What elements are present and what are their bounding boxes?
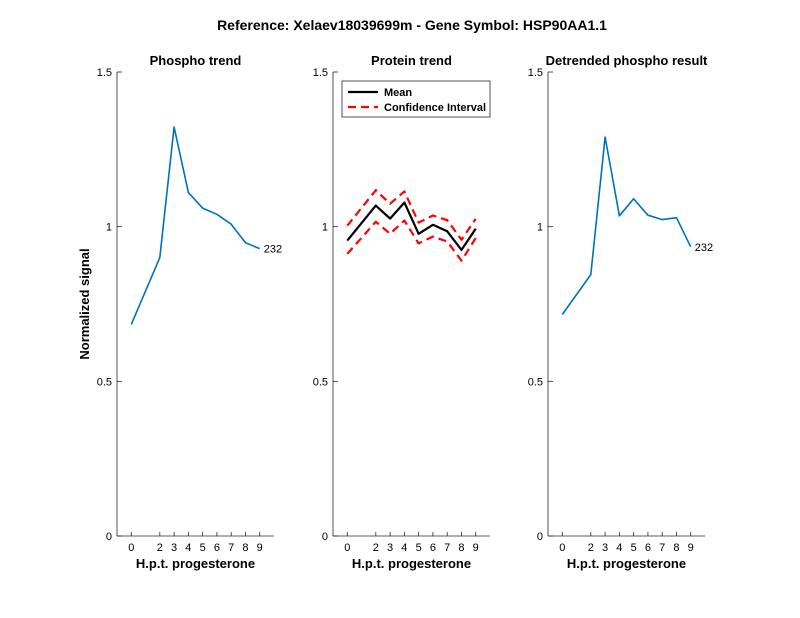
x-tick-label: 2 xyxy=(157,542,163,554)
x-tick-label: 6 xyxy=(214,542,220,554)
x-tick-label: 0 xyxy=(559,542,565,554)
x-tick-label: 8 xyxy=(242,542,248,554)
y-tick-label: 1 xyxy=(322,222,328,234)
x-axis-label: H.p.t. progesterone xyxy=(352,556,471,571)
series-line-phospho xyxy=(561,136,692,315)
y-tick-label: 1.5 xyxy=(97,67,112,79)
x-tick-label: 0 xyxy=(344,542,350,554)
x-tick-label: 8 xyxy=(673,542,679,554)
series-line-phospho xyxy=(130,126,261,325)
series-line-mean xyxy=(346,201,477,251)
x-tick-label: 7 xyxy=(228,542,234,554)
chart-title: Detrended phospho result xyxy=(546,53,708,68)
chart-panel-3 xyxy=(547,71,705,537)
x-tick-label: 2 xyxy=(373,542,379,554)
x-tick-label: 7 xyxy=(444,542,450,554)
x-tick-label: 9 xyxy=(473,542,479,554)
series-end-label: 232 xyxy=(695,242,713,254)
y-tick-label: 0.5 xyxy=(313,376,328,388)
x-axis-label: H.p.t. progesterone xyxy=(136,556,255,571)
y-tick-label: 0 xyxy=(537,531,543,543)
x-tick-label: 3 xyxy=(602,542,608,554)
x-tick-label: 6 xyxy=(645,542,651,554)
chart-panel-1 xyxy=(116,71,274,537)
x-tick-label: 8 xyxy=(458,542,464,554)
y-tick-label: 1 xyxy=(106,222,112,234)
x-tick-label: 9 xyxy=(688,542,694,554)
y-tick-label: 0.5 xyxy=(97,376,112,388)
x-tick-label: 4 xyxy=(616,542,622,554)
y-axis-label: Normalized signal xyxy=(77,248,92,359)
chart-title: Phospho trend xyxy=(150,53,242,68)
x-tick-label: 3 xyxy=(171,542,177,554)
x-axis-label: H.p.t. progesterone xyxy=(567,556,686,571)
y-tick-label: 0.5 xyxy=(528,376,543,388)
x-tick-label: 5 xyxy=(631,542,637,554)
x-tick-label: 0 xyxy=(128,542,134,554)
x-tick-label: 5 xyxy=(416,542,422,554)
y-tick-label: 1.5 xyxy=(528,67,543,79)
series-line-confidence-interval xyxy=(346,189,477,241)
y-tick-label: 1 xyxy=(537,222,543,234)
series-end-label: 232 xyxy=(264,244,282,256)
x-tick-label: 4 xyxy=(401,542,407,554)
y-tick-label: 0 xyxy=(322,531,328,543)
x-tick-label: 3 xyxy=(387,542,393,554)
legend-label: Confidence Interval xyxy=(384,102,486,114)
legend-box xyxy=(341,80,491,118)
y-tick-label: 1.5 xyxy=(313,67,328,79)
x-tick-label: 4 xyxy=(185,542,191,554)
chart-panel-2 xyxy=(332,71,491,537)
y-tick-label: 0 xyxy=(106,531,112,543)
chart-title: Protein trend xyxy=(371,53,452,68)
x-tick-label: 9 xyxy=(257,542,263,554)
x-tick-label: 2 xyxy=(588,542,594,554)
x-tick-label: 7 xyxy=(659,542,665,554)
x-tick-label: 6 xyxy=(430,542,436,554)
series-line-confidence-interval xyxy=(346,219,477,262)
legend-label: Mean xyxy=(384,87,412,99)
figure-suptitle: Reference: Xelaev18039699m - Gene Symbol… xyxy=(217,17,607,33)
x-tick-label: 5 xyxy=(200,542,206,554)
